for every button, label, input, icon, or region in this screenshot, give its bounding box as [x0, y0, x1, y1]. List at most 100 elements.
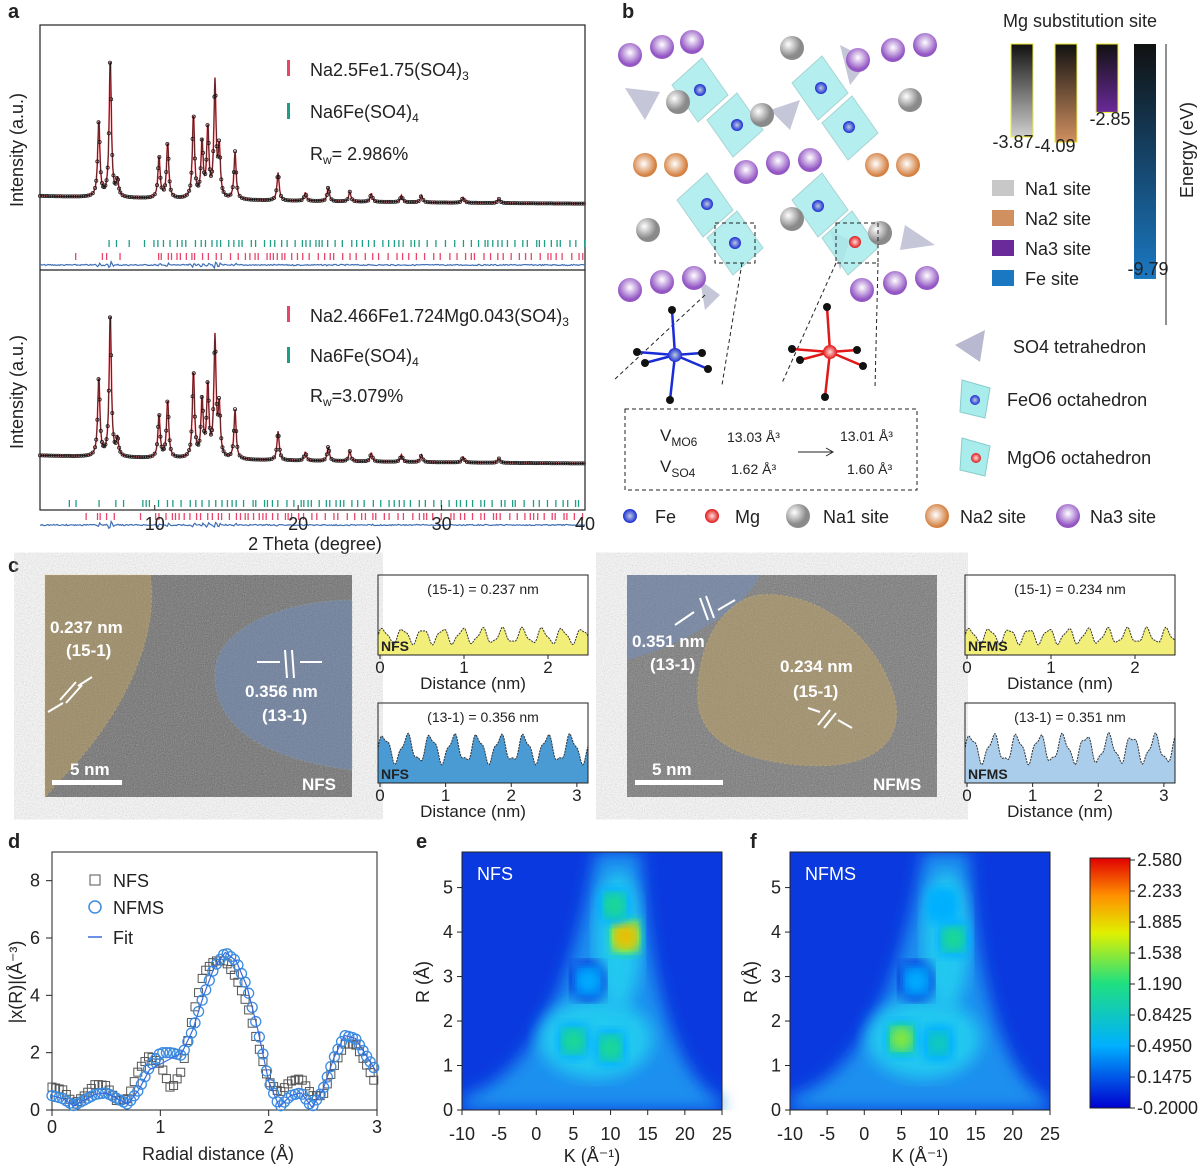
d-ylabel: |x(R)|(Å⁻³)	[6, 941, 26, 1024]
nfms-point	[310, 1094, 323, 1106]
bragg-tick	[189, 500, 191, 507]
observed-point	[278, 453, 283, 458]
oxygen-atom	[853, 346, 861, 354]
x-tick-label: 1	[1046, 658, 1055, 677]
bragg-tick	[453, 513, 455, 520]
legend-site-label: Fe site	[1025, 269, 1079, 289]
heatmap	[790, 852, 1050, 1110]
observed-point	[395, 458, 400, 463]
observed-point	[370, 455, 375, 460]
bragg-tick	[241, 240, 243, 247]
nfs-point	[369, 1075, 379, 1085]
bragg-tick	[402, 240, 404, 247]
y-tick-label: 1	[771, 1056, 781, 1076]
d-frame	[51, 851, 378, 1111]
profile-tag: NFMS	[968, 766, 1008, 782]
observed-point	[90, 450, 95, 455]
bragg-tick	[235, 513, 238, 520]
mg-atom-icon	[971, 453, 981, 463]
mo6-before: 13.03 Å³	[727, 429, 780, 445]
bragg-tick	[536, 240, 538, 247]
bragg-ticks-phase2	[108, 240, 586, 247]
bond	[823, 351, 832, 398]
observed-point	[416, 199, 421, 204]
bragg-tick	[201, 500, 203, 507]
bragg-tick	[119, 253, 121, 260]
colorbar-tick-label: 2.233	[1137, 881, 1182, 901]
profile-area	[377, 626, 589, 656]
nfms-d2: 0.234 nm	[780, 657, 853, 676]
bragg-tick	[459, 500, 462, 507]
x-tick-label: 40	[575, 514, 595, 534]
bragg-tick	[309, 240, 311, 247]
nfms-d1: 0.351 nm	[632, 632, 705, 651]
bragg-tick	[215, 253, 217, 260]
nfs-scale-bar	[52, 780, 122, 785]
bragg-tick	[276, 253, 278, 260]
bragg-tick	[221, 500, 223, 507]
bragg-tick	[423, 513, 425, 520]
bragg-tick	[574, 500, 577, 507]
observed-point	[322, 457, 327, 462]
mg-octahedron-ball-stick	[788, 303, 867, 401]
bragg-tick	[418, 513, 421, 520]
colorbar: 2.580 2.233 1.885 1.538 1.190 0.8425 0.4950 0.1…	[1089, 850, 1198, 1118]
fit-line	[51, 951, 378, 1109]
bragg-tick	[483, 500, 486, 507]
bragg-tick	[357, 500, 359, 507]
x-tick-label: 15	[638, 1124, 658, 1144]
nfms-region-blue	[627, 575, 760, 660]
nfms-point	[278, 1096, 291, 1108]
bragg-tick	[346, 513, 348, 520]
legend-site-label: Na2 site	[1025, 209, 1091, 229]
bragg-tick	[562, 500, 564, 507]
panel-label-d: d	[8, 831, 20, 853]
observed-point	[398, 196, 403, 201]
nfms-point	[203, 974, 215, 987]
bragg-tick	[324, 513, 326, 520]
observed-point	[457, 459, 462, 464]
nfms-region-yellow	[697, 594, 897, 767]
bar-title: Mg substitution site	[1003, 11, 1157, 31]
bragg-tick	[489, 253, 492, 260]
bragg-tick	[566, 513, 568, 520]
bragg-tick	[281, 253, 283, 260]
heatmap-level	[538, 998, 653, 1079]
bragg-tick	[215, 500, 217, 507]
profile-frame	[377, 702, 589, 784]
bragg-tick	[165, 513, 167, 520]
nfms-point	[364, 1056, 376, 1068]
heatmap-hotspot	[578, 970, 598, 992]
bragg-tick	[191, 253, 193, 260]
xrd-top-ylabel: Intensity (a.u.)	[7, 93, 27, 207]
bragg-tick	[413, 240, 416, 247]
bragg-tick	[509, 513, 511, 520]
energy-bar	[1134, 44, 1156, 279]
bragg-tick	[337, 513, 339, 520]
nfs-region-blue	[214, 599, 353, 771]
observed-point	[150, 453, 155, 458]
bragg-tick	[122, 500, 125, 507]
bragg-tick	[433, 500, 435, 507]
nfms-tem-image: 0.351 nm (13-1) 0.234 nm (15-1) 5 nm NFM…	[627, 575, 937, 797]
observed-point	[301, 195, 306, 200]
bragg-tick	[323, 253, 326, 260]
bragg-tick	[193, 253, 196, 260]
bragg-tick	[220, 253, 222, 260]
v-mo6-label: VMO6	[660, 426, 698, 449]
bragg-tick	[185, 253, 188, 260]
bragg-tick	[158, 513, 160, 520]
xrd-top-plot	[38, 60, 586, 270]
nfms-point	[314, 1088, 326, 1100]
bragg-tick	[538, 240, 541, 247]
bragg-tick	[113, 513, 115, 520]
observed-point	[122, 453, 127, 458]
profile-xlabel: Distance (nm)	[1007, 674, 1113, 693]
nfs-p2: (13-1)	[262, 706, 307, 725]
nfms-point	[157, 1047, 169, 1059]
bragg-tick	[538, 500, 540, 507]
bragg-tick	[179, 253, 181, 260]
bragg-ticks-phase2	[68, 500, 580, 507]
bragg-tick	[382, 240, 384, 247]
